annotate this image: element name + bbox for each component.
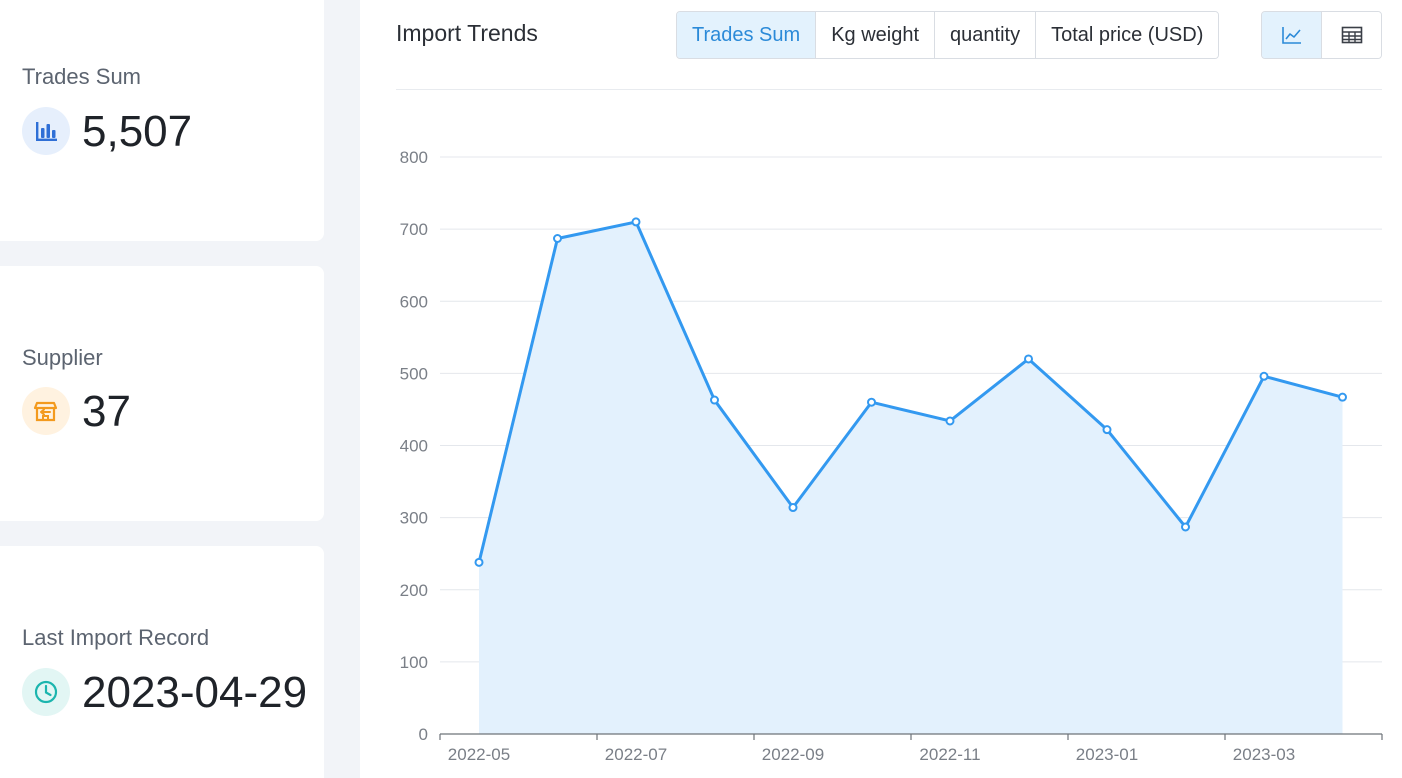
- tab-trades-sum[interactable]: Trades Sum: [677, 12, 817, 58]
- y-tick-label: 0: [419, 725, 428, 744]
- data-point: [1338, 392, 1347, 402]
- data-point: [1181, 522, 1190, 532]
- y-tick-label: 500: [400, 364, 428, 383]
- line-chart-icon: [1281, 27, 1301, 44]
- y-tick-label: 800: [400, 148, 428, 167]
- stat-card-trades-sum: Trades Sum 5,507: [0, 0, 324, 241]
- panel-divider: [396, 89, 1382, 90]
- tab-kg-weight[interactable]: Kg weight: [816, 12, 936, 58]
- series-area: [479, 221, 1343, 735]
- x-tick-label: 2023-03: [1233, 745, 1295, 764]
- x-tick-label: 2022-11: [919, 745, 980, 764]
- clock-icon: [22, 668, 70, 716]
- tab-total-price[interactable]: Total price (USD): [1036, 12, 1219, 58]
- metric-tabs: Trades Sum Kg weight quantity Total pric…: [676, 11, 1220, 59]
- import-trends-chart: 0 100 200 300 400 500 600 700 800 2022-05 2022-07 2…: [400, 148, 1383, 764]
- data-point: [867, 397, 876, 407]
- y-tick-label: 200: [400, 581, 428, 600]
- supplier-store-icon: [22, 387, 70, 435]
- tab-quantity[interactable]: quantity: [935, 12, 1037, 58]
- stat-value: 5,507: [82, 107, 193, 156]
- y-tick-label: 400: [400, 437, 428, 456]
- stat-label: Trades Sum: [22, 64, 142, 89]
- y-tick-label: 700: [400, 220, 428, 239]
- data-point: [631, 217, 641, 227]
- data-point: [553, 234, 562, 244]
- data-point: [1259, 371, 1269, 381]
- x-tick-label: 2022-09: [762, 745, 824, 764]
- table-icon: [1341, 26, 1362, 44]
- data-point: [710, 395, 719, 405]
- stat-card-supplier: Supplier 37: [0, 266, 324, 521]
- data-point: [788, 503, 798, 513]
- stat-value: 37: [82, 387, 131, 436]
- table-view-button[interactable]: [1322, 12, 1381, 58]
- data-point: [1102, 425, 1112, 435]
- import-trends-panel: Import Trends Trades Sum Kg weight quant…: [360, 0, 1402, 778]
- panel-title: Import Trends: [396, 20, 538, 46]
- y-tick-label: 600: [400, 292, 428, 311]
- x-tick-label: 2023-01: [1076, 745, 1138, 764]
- x-tick-label: 2022-05: [448, 745, 510, 764]
- stat-card-last-import-record: Last Import Record 2023-04-29: [0, 546, 324, 778]
- line-chart-view-button[interactable]: [1262, 12, 1322, 58]
- y-tick-label: 100: [400, 653, 428, 672]
- series-line: [477, 220, 1343, 563]
- x-tick-label: 2022-07: [605, 745, 667, 764]
- y-tick-label: 300: [400, 509, 428, 528]
- stat-label: Last Import Record: [22, 625, 210, 650]
- stat-value: 2023-04-29: [82, 668, 308, 717]
- data-point: [1024, 354, 1033, 364]
- view-toggle: [1261, 11, 1382, 59]
- data-point: [474, 557, 484, 567]
- bar-chart-icon: [22, 107, 70, 155]
- stat-label: Supplier: [22, 345, 103, 370]
- data-point: [945, 416, 955, 426]
